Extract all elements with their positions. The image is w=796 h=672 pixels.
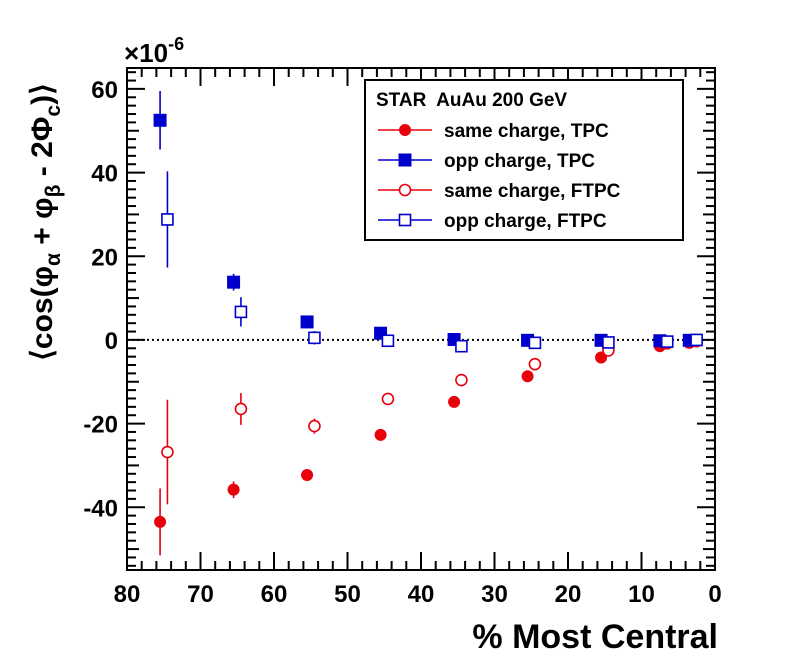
y-tick-label: -40 bbox=[83, 495, 118, 522]
ylabel-sub-c: c bbox=[42, 105, 65, 117]
ylabel-sub-alpha: α bbox=[42, 253, 65, 266]
x-tick-label: 10 bbox=[628, 581, 655, 608]
legend-entry: same charge, FTPC bbox=[378, 181, 621, 202]
data-point bbox=[374, 428, 387, 441]
x-tick-label: 80 bbox=[114, 581, 141, 608]
legend-marker bbox=[399, 124, 411, 136]
data-point bbox=[381, 392, 395, 406]
data-point bbox=[227, 483, 240, 496]
ylabel-minus: - 2Φ bbox=[26, 117, 59, 185]
data-point bbox=[234, 402, 248, 416]
data-point bbox=[308, 331, 321, 345]
ylabel-plus: + φ bbox=[26, 197, 59, 253]
data-point bbox=[308, 419, 321, 433]
data-point bbox=[153, 113, 167, 127]
y-tick-label: 60 bbox=[91, 77, 118, 104]
x-tick-label: 0 bbox=[708, 581, 721, 608]
y-axis-title: ⟨cos(φα + φβ - 2Φc)⟩ bbox=[26, 83, 65, 361]
ylabel-open: ⟨cos(φ bbox=[26, 266, 59, 361]
y-tick-label: 20 bbox=[91, 244, 118, 271]
data-point bbox=[234, 305, 248, 319]
data-point bbox=[455, 339, 468, 353]
y-tick-label: -20 bbox=[83, 412, 118, 439]
ylabel-close: )⟩ bbox=[26, 83, 59, 105]
y-tick-labels: 60 40 20 0 -20 -40 bbox=[83, 77, 118, 522]
exponent-base: ×10 bbox=[124, 38, 168, 68]
exponent-power: -6 bbox=[168, 34, 184, 54]
exponent-label: ×10-6 bbox=[124, 34, 184, 68]
series-3 bbox=[161, 171, 703, 353]
data-point bbox=[602, 336, 615, 349]
ylabel-sub-beta: β bbox=[42, 184, 65, 197]
legend: STAR AuAu 200 GeV same charge, TPC opp ch… bbox=[364, 79, 684, 241]
y-tick-label: 0 bbox=[105, 328, 118, 355]
data-point bbox=[595, 351, 608, 364]
data-point bbox=[161, 445, 174, 459]
legend-title: STAR AuAu 200 GeV bbox=[376, 90, 567, 111]
x-tick-label: 30 bbox=[481, 581, 508, 608]
data-point bbox=[381, 334, 395, 348]
y-tick-label: 40 bbox=[91, 161, 118, 188]
legend-label: same charge, TPC bbox=[444, 121, 609, 142]
legend-entry: same charge, TPC bbox=[378, 121, 609, 142]
legend-label: opp charge, FTPC bbox=[444, 211, 607, 232]
axis-ticks bbox=[126, 68, 716, 570]
data-point bbox=[154, 515, 167, 528]
data-point bbox=[521, 370, 534, 383]
data-point bbox=[301, 469, 314, 482]
data-point bbox=[528, 357, 542, 371]
x-tick-label: 40 bbox=[408, 581, 435, 608]
data-point bbox=[660, 335, 674, 348]
legend-label: same charge, FTPC bbox=[444, 181, 621, 202]
x-tick-label: 50 bbox=[334, 581, 361, 608]
data-point bbox=[690, 333, 703, 347]
x-tick-label: 20 bbox=[555, 581, 582, 608]
legend-marker bbox=[398, 213, 412, 227]
legend-label: opp charge, TPC bbox=[444, 151, 595, 172]
plot-frame bbox=[126, 67, 716, 571]
data-point bbox=[227, 275, 241, 289]
data-layer bbox=[153, 91, 703, 556]
x-tick-labels: 80 70 60 50 40 30 20 10 0 bbox=[114, 581, 722, 608]
legend-entries: same charge, TPC opp charge, TPC same char… bbox=[378, 121, 621, 232]
legend-marker bbox=[398, 153, 412, 167]
x-tick-label: 70 bbox=[187, 581, 214, 608]
x-tick-label: 60 bbox=[261, 581, 288, 608]
legend-marker bbox=[398, 183, 412, 197]
legend-entry: opp charge, FTPC bbox=[378, 211, 607, 232]
data-point bbox=[455, 373, 468, 387]
x-axis-title: % Most Central bbox=[472, 618, 718, 656]
data-point bbox=[161, 213, 174, 226]
data-point bbox=[300, 315, 314, 329]
legend-entry: opp charge, TPC bbox=[378, 151, 595, 172]
data-point bbox=[448, 395, 461, 408]
data-point bbox=[528, 336, 542, 350]
